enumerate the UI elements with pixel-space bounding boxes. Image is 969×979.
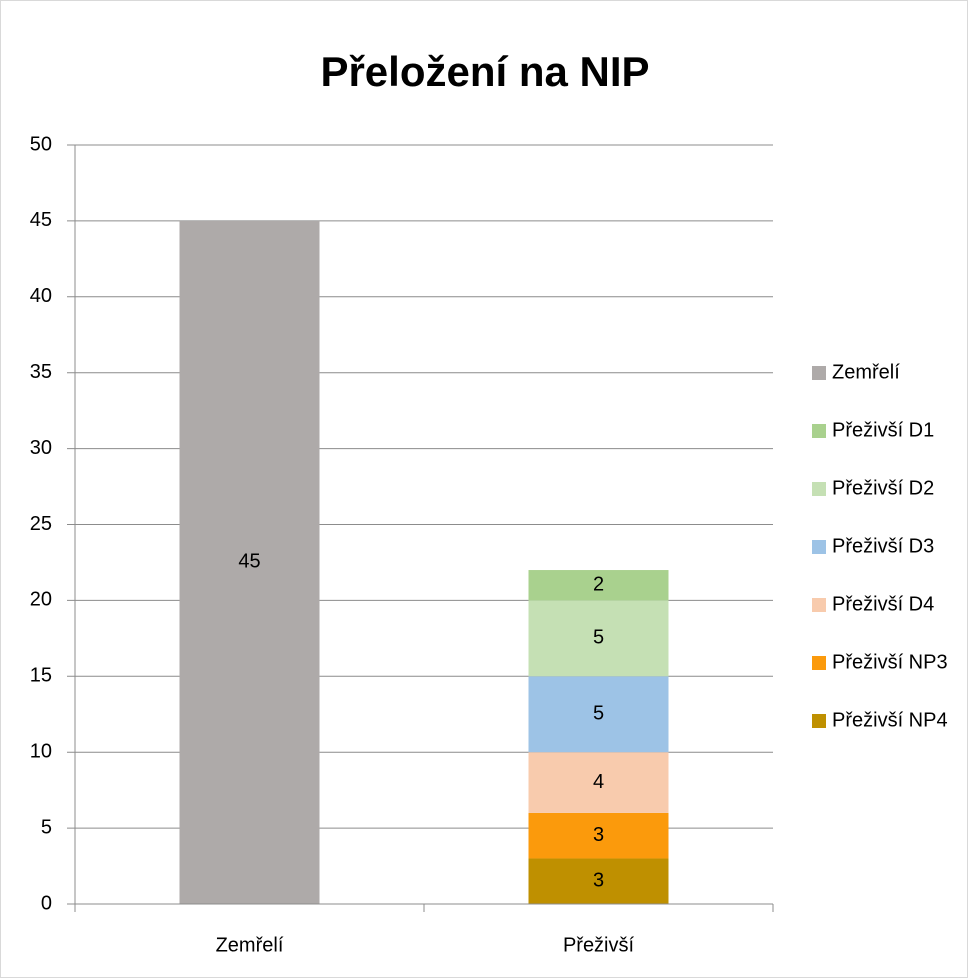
y-tick-label: 45 <box>30 209 52 231</box>
y-tick-label: 50 <box>30 133 52 155</box>
bar-segment <box>528 570 669 601</box>
bar-segment <box>528 812 669 859</box>
y-tick-label: 10 <box>30 740 52 762</box>
legend-label: Přeživší D4 <box>832 593 934 615</box>
data-label: 4 <box>593 771 604 793</box>
bar-segment <box>528 676 669 753</box>
chart-title: Přeložení na NIP <box>320 48 649 95</box>
data-label: 3 <box>593 870 604 892</box>
legend-swatch <box>812 656 826 670</box>
y-tick-label: 30 <box>30 437 52 459</box>
y-tick-label: 5 <box>41 816 52 838</box>
bar-segment <box>528 858 669 904</box>
y-tick-label: 20 <box>30 589 52 611</box>
y-tick-label: 40 <box>30 285 52 307</box>
legend-swatch <box>812 714 826 728</box>
legend-swatch <box>812 482 826 496</box>
data-label: 5 <box>593 703 604 725</box>
data-label: 5 <box>593 627 604 649</box>
legend-label: Přeživší NP4 <box>832 709 948 731</box>
data-label: 2 <box>593 574 604 596</box>
x-tick-label: Zemřelí <box>216 934 284 956</box>
data-label: 45 <box>238 551 260 573</box>
y-tick-label: 15 <box>30 665 52 687</box>
legend-label: Přeživší NP3 <box>832 651 948 673</box>
x-tick-label: Přeživší <box>563 934 635 956</box>
legend-swatch <box>812 598 826 612</box>
legend-swatch <box>812 424 826 438</box>
bar-segment <box>179 220 320 904</box>
y-tick-label: 25 <box>30 513 52 535</box>
legend-label: Přeživší D2 <box>832 477 934 499</box>
data-label: 3 <box>593 824 604 846</box>
y-tick-label: 0 <box>41 892 52 914</box>
bar-segment <box>528 600 669 677</box>
legend-swatch <box>812 540 826 554</box>
y-tick-label: 35 <box>30 361 52 383</box>
legend-label: Přeživší D1 <box>832 419 934 441</box>
bar-segment <box>528 752 669 813</box>
legend-label: Přeživší D3 <box>832 535 934 557</box>
legend-label: Zemřelí <box>832 361 900 383</box>
legend-swatch <box>812 366 826 380</box>
